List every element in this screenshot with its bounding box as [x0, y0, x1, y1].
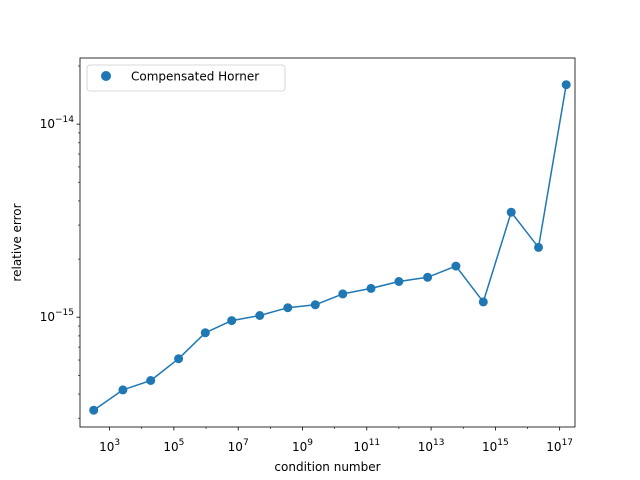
- x-tick-label: 1013: [418, 438, 445, 454]
- data-point: [451, 261, 461, 271]
- data-point: [338, 289, 348, 299]
- data-point: [394, 277, 404, 286]
- x-tick-label: 109: [292, 438, 313, 454]
- legend: Compensated Horner: [86, 64, 286, 92]
- data-point: [423, 272, 433, 282]
- data-point: [174, 354, 184, 364]
- y-tick-label: 10−15: [40, 308, 74, 324]
- data-point: [561, 80, 571, 90]
- x-tick-label: 1011: [353, 438, 380, 454]
- x-tick-label: 103: [99, 438, 120, 454]
- x-axis-ticks: 103 105 107 109 1011 1013 1015 1017: [99, 427, 573, 454]
- x-tick-label: 1017: [546, 438, 573, 454]
- y-axis-ticks: 10−15 10−14: [40, 65, 80, 419]
- data-point: [366, 283, 376, 293]
- series-line: [93, 84, 567, 411]
- data-point: [506, 207, 516, 217]
- data-point: [283, 303, 293, 313]
- data-point: [200, 328, 210, 338]
- data-point: [89, 405, 99, 415]
- data-point: [534, 242, 543, 252]
- data-point: [255, 311, 265, 320]
- x-tick-label: 1015: [482, 438, 509, 454]
- data-point: [478, 297, 488, 307]
- x-tick-label: 107: [228, 438, 249, 454]
- legend-box: [86, 64, 286, 92]
- series-layer: [89, 80, 571, 415]
- legend-entry-label: Compensated Horner: [131, 70, 259, 84]
- data-point: [118, 385, 128, 395]
- data-point: [310, 300, 320, 310]
- legend-marker: [101, 71, 111, 81]
- data-point: [227, 316, 237, 326]
- y-axis-label: relative error: [10, 203, 24, 281]
- x-tick-label: 105: [163, 438, 184, 454]
- x-axis-label: condition number: [274, 460, 380, 474]
- plot-frame: [79, 57, 576, 428]
- data-point: [146, 376, 156, 385]
- y-tick-label: 10−14: [40, 115, 75, 131]
